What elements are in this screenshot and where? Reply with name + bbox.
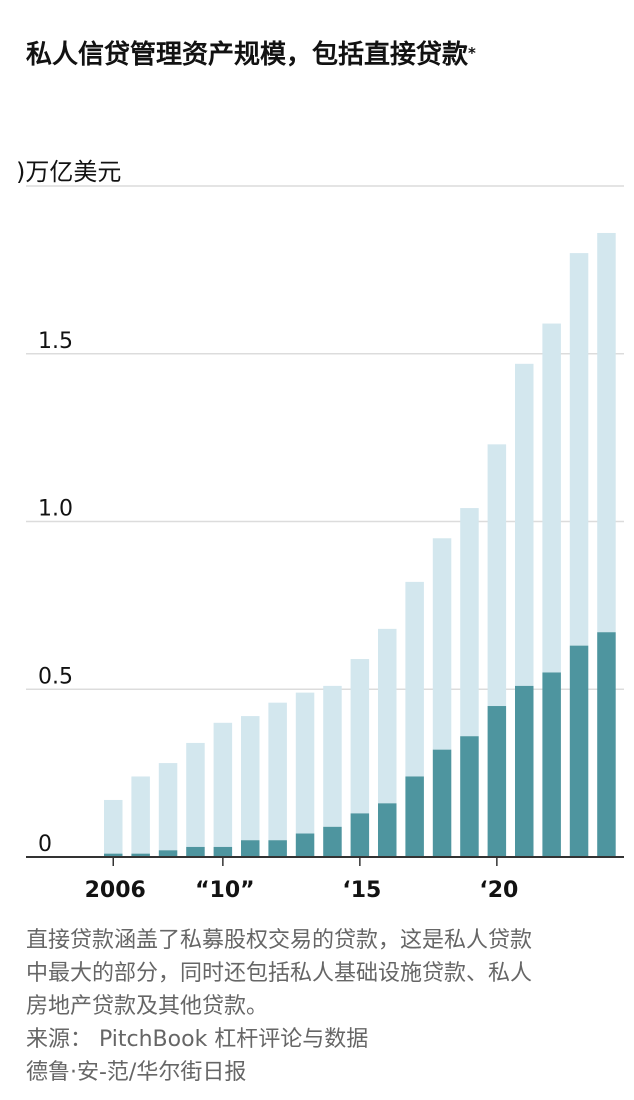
bar-other-2019 — [460, 508, 479, 737]
bar-other-2008 — [158, 763, 178, 851]
y-tick-label: 0.5 — [38, 664, 73, 689]
bar-direct-2015 — [350, 813, 370, 857]
bar-direct-2011 — [241, 840, 260, 857]
bar-other-2010 — [213, 722, 233, 847]
bar-direct-2024 — [597, 632, 616, 857]
bar-direct-2017 — [405, 776, 424, 857]
y-tick-label: 1.5 — [38, 329, 73, 354]
bar-direct-2014 — [323, 826, 342, 857]
footnote: 直接贷款涵盖了私募股权交易的贷款，这是私人贷款 中最大的部分，同时还包括私人基础… — [26, 924, 626, 1089]
x-tick-label: “10” — [195, 878, 255, 903]
bar-direct-2016 — [378, 803, 397, 857]
bar-direct-2007 — [131, 853, 150, 857]
bar-other-2015 — [350, 659, 370, 814]
bar-direct-2008 — [158, 850, 178, 857]
x-tick-label: 2006 — [85, 878, 146, 903]
chart-title: 私人信贷管理资产规模，包括直接贷款* — [26, 36, 616, 74]
bar-other-2024 — [597, 232, 616, 633]
source-note: 来源： PitchBook 杠杆评论与数据 — [26, 1027, 369, 1052]
bar-other-2020 — [487, 444, 507, 707]
bar-other-2016 — [378, 628, 397, 804]
bar-direct-2020 — [487, 706, 507, 857]
bar-other-2011 — [241, 716, 260, 841]
y-tick-label: 1.0 — [38, 497, 73, 522]
chart-title-text: 私人信贷管理资产规模，包括直接贷款 — [26, 40, 469, 70]
bar-other-2006 — [104, 799, 123, 854]
y-axis-unit-label: )万亿美元 — [16, 158, 121, 186]
bar-direct-2013 — [295, 833, 315, 857]
bar-direct-2023 — [569, 645, 589, 857]
bar-other-2021 — [515, 363, 534, 686]
footnote-line: 直接贷款涵盖了私募股权交易的贷款，这是私人贷款 — [26, 928, 533, 953]
bar-direct-2018 — [432, 749, 452, 857]
bar-other-2007 — [131, 776, 150, 854]
bar-other-2018 — [432, 538, 452, 750]
bar-direct-2012 — [268, 840, 287, 857]
x-tick-label: ‘15 — [342, 878, 381, 903]
unit-text: 万亿美元 — [25, 158, 121, 186]
chart-area: 0 0.5 1.0 1.5)万亿美元 2006 “10” ‘15 ‘20 — [0, 150, 634, 910]
footnote-line: 中最大的部分，同时还包括私人基础设施贷款、私人 — [26, 961, 533, 986]
footnote-line: 房地产贷款及其他贷款。 — [26, 994, 269, 1019]
y-tick-fragment: ) — [16, 158, 25, 186]
bar-other-2014 — [323, 685, 342, 827]
bar-other-2023 — [569, 253, 589, 646]
x-tick-label: ‘20 — [479, 878, 518, 903]
bar-other-2013 — [295, 692, 315, 834]
bar-other-2017 — [405, 581, 424, 777]
bar-direct-2006 — [104, 853, 123, 857]
bar-direct-2010 — [213, 846, 233, 857]
credit-note: 德鲁·安-范/华尔街日报 — [26, 1060, 247, 1085]
bar-direct-2009 — [186, 846, 205, 857]
bar-direct-2021 — [515, 685, 534, 857]
bar-other-2009 — [186, 742, 205, 847]
bar-direct-2022 — [542, 672, 561, 857]
bar-direct-2019 — [460, 736, 479, 857]
y-tick-label: 0 — [38, 832, 52, 857]
bar-other-2012 — [268, 702, 287, 841]
title-asterisk: * — [468, 44, 476, 62]
bar-other-2022 — [542, 323, 561, 673]
